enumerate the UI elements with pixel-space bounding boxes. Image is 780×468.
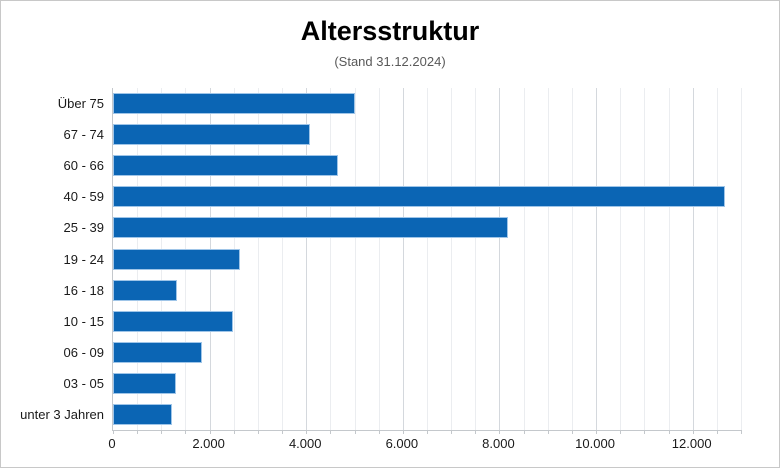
axis-tick <box>741 430 742 434</box>
gridline-minor <box>257 88 259 430</box>
x-axis-label-2: 2.000 <box>192 436 225 451</box>
x-axis-label-3: 4.000 <box>288 436 322 451</box>
x-axis-label-5: 8.000 <box>482 436 515 451</box>
gridline-minor <box>475 88 477 430</box>
gridline-minor <box>354 88 356 430</box>
bar-row-5 <box>113 212 741 243</box>
axis-tick <box>523 430 525 434</box>
gridline-minor <box>282 88 284 430</box>
axis-tick <box>378 430 380 434</box>
gridline-minor <box>668 88 670 430</box>
axis-tick <box>257 430 259 434</box>
bar-1 <box>113 93 355 115</box>
bar-8 <box>113 310 234 332</box>
bar-row-2 <box>113 119 741 150</box>
axis-tick <box>596 430 598 434</box>
axis-tick <box>282 430 284 434</box>
bar-row-11 <box>113 399 741 430</box>
axis-tick <box>571 430 573 434</box>
gridline-major <box>692 88 694 430</box>
gridline-minor <box>523 88 525 430</box>
y-axis-label-1: Über 75 <box>57 96 104 112</box>
gridline-minor <box>427 88 428 430</box>
axis-tick <box>209 430 211 434</box>
axis-tick <box>451 430 453 434</box>
axis-tick <box>475 430 477 434</box>
chart-title: Altersstruktur <box>300 16 480 46</box>
gridline-major <box>306 88 308 430</box>
axis-tick <box>427 430 428 434</box>
gridline-minor <box>378 88 380 430</box>
y-axis-label-3: 60 - 66 <box>63 158 104 174</box>
gridline-major <box>402 88 404 430</box>
axis-tick <box>620 430 622 434</box>
gridline-minor <box>451 88 453 430</box>
axis-tick <box>330 430 332 434</box>
axis-tick <box>402 430 404 434</box>
bar-3 <box>113 155 338 177</box>
axis-tick <box>499 430 501 434</box>
plot-area <box>112 88 742 434</box>
x-axis-label-6: 10.000 <box>575 436 615 451</box>
y-axis-label-9: 06 - 09 <box>63 344 104 360</box>
bar-7 <box>113 279 178 301</box>
bar-11 <box>113 403 172 425</box>
gridline-minor <box>716 88 718 430</box>
bar-9 <box>113 341 202 363</box>
bar-6 <box>113 248 241 270</box>
bar-row-9 <box>113 337 741 368</box>
gridline-minor <box>644 88 646 430</box>
chart-subtitle: (Stand 31.12.2024) <box>334 54 446 69</box>
bar-row-3 <box>113 150 741 181</box>
axis-tick <box>716 430 718 434</box>
axis-tick <box>113 430 114 434</box>
bar-5 <box>113 217 509 239</box>
bar-4 <box>113 186 726 208</box>
gridline-minor <box>741 88 742 430</box>
bar-row-6 <box>113 243 741 274</box>
gridline-minor <box>571 88 573 430</box>
bar-row-10 <box>113 368 741 399</box>
y-axis-label-4: 40 - 59 <box>63 189 104 205</box>
gridline-minor <box>330 88 332 430</box>
x-axis-label-1: 0 <box>108 436 116 451</box>
bar-row-8 <box>113 306 741 337</box>
axis-tick <box>161 430 163 434</box>
axis-tick <box>185 430 187 434</box>
axis-tick <box>644 430 646 434</box>
x-axis-labels: 0 2.000 4.000 6.000 8.000 10.000 12.000 <box>108 436 740 454</box>
bar-row-1 <box>113 88 741 119</box>
bar-10 <box>113 372 176 394</box>
x-axis-label-4: 6.000 <box>385 436 419 451</box>
axis-tick <box>233 430 235 434</box>
y-axis-label-6: 19 - 24 <box>63 251 104 267</box>
y-axis-label-5: 25 - 39 <box>63 220 104 236</box>
axis-tick <box>306 430 308 434</box>
y-axis-label-2: 67 - 74 <box>63 127 104 143</box>
axis-tick <box>137 430 139 434</box>
gridline-minor <box>547 88 549 430</box>
axis-tick <box>547 430 549 434</box>
bar-row-7 <box>113 275 741 306</box>
bar-2 <box>113 124 310 146</box>
x-axis-label-7: 12.000 <box>671 436 712 451</box>
y-axis-label-10: 03 - 05 <box>63 375 104 391</box>
axis-tick <box>354 430 356 434</box>
y-axis-label-7: 16 - 18 <box>63 282 104 298</box>
gridline-major <box>596 88 598 430</box>
y-axis-labels: Über 75 67 - 74 60 - 66 40 - 59 25 - 39 19 - … <box>0 88 104 430</box>
bar-row-4 <box>113 181 741 212</box>
y-axis-label-8: 10 - 15 <box>63 313 104 329</box>
axis-tick <box>692 430 694 434</box>
gridline-major <box>499 88 501 430</box>
axis-tick <box>668 430 670 434</box>
y-axis-label-11: unter 3 Jahren <box>20 406 104 422</box>
gridline-minor <box>620 88 622 430</box>
